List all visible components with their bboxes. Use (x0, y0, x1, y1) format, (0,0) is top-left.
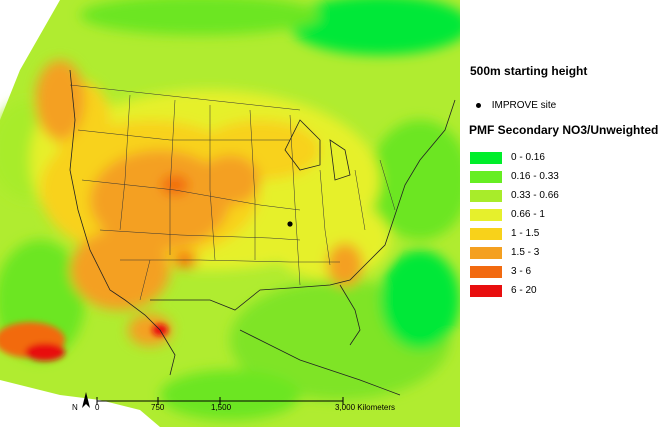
legend-label: 0.33 - 0.66 (511, 190, 559, 201)
scale-label-3000: 3,000 Kilometers (335, 403, 396, 412)
map-subtitle: 500m starting height (470, 64, 588, 78)
legend-title: PMF Secondary NO3/Unweighted (469, 123, 659, 137)
state-borders (69, 84, 396, 301)
scale-bar: 0 750 1,500 3,000 Kilometers (67, 387, 412, 427)
legend-label: 0 - 0.16 (511, 152, 545, 163)
legend: 500m starting height IMPROVE site PMF Se… (460, 0, 667, 427)
legend-item: 1 - 1.5 (470, 224, 559, 243)
legend-list: 0 - 0.16 0.16 - 0.33 0.33 - 0.66 0.66 - 1 1 … (470, 148, 559, 300)
legend-item: 1.5 - 3 (470, 243, 559, 262)
north-label: N (72, 403, 78, 412)
site-legend-label: IMPROVE site (491, 100, 557, 111)
scale-label-0: 0 (95, 403, 100, 412)
concentration-map (0, 0, 460, 427)
legend-label: 0.66 - 1 (511, 209, 545, 220)
legend-swatch (470, 151, 502, 164)
legend-label: 3 - 6 (511, 266, 532, 277)
legend-item: 0.66 - 1 (470, 205, 559, 224)
site-dot-icon (476, 102, 481, 108)
legend-label: 0.16 - 0.33 (511, 171, 559, 182)
legend-item: 6 - 20 (470, 281, 559, 300)
improve-site-marker (287, 221, 293, 227)
legend-swatch (470, 208, 502, 221)
north-arrow: N (72, 392, 92, 412)
legend-item: 3 - 6 (470, 262, 559, 281)
legend-swatch (470, 284, 502, 297)
site-legend: IMPROVE site (476, 100, 556, 111)
legend-swatch (470, 170, 502, 183)
legend-swatch (470, 189, 502, 202)
coastline (69, 69, 456, 396)
legend-label: 1.5 - 3 (511, 247, 540, 258)
scale-label-1500: 1,500 (211, 403, 232, 412)
legend-swatch (470, 227, 502, 240)
legend-item: 0 - 0.16 (470, 148, 559, 167)
legend-item: 0.16 - 0.33 (470, 167, 559, 186)
north-arrow-icon (82, 392, 91, 408)
legend-swatch (470, 265, 502, 278)
legend-item: 0.33 - 0.66 (470, 186, 559, 205)
legend-label: 1 - 1.5 (511, 228, 540, 239)
scale-label-750: 750 (151, 403, 165, 412)
legend-label: 6 - 20 (511, 285, 537, 296)
legend-swatch (470, 246, 502, 259)
